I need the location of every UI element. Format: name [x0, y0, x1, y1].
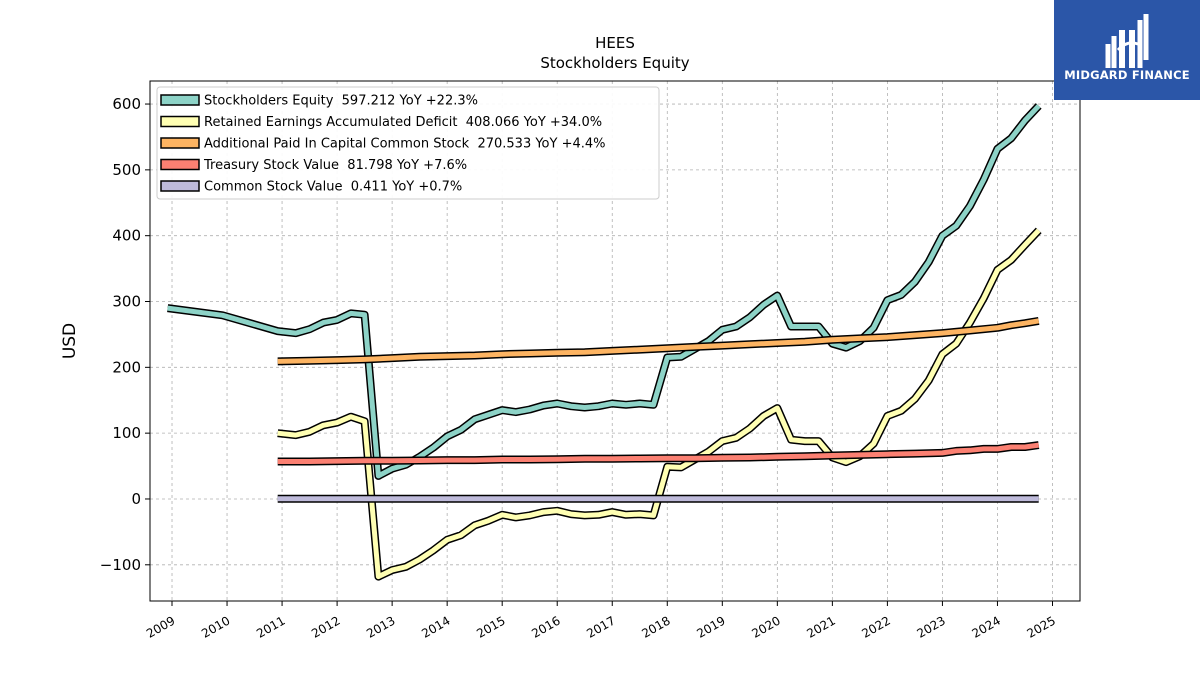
y-tick-label: 0	[131, 490, 141, 508]
legend-swatch-retained	[160, 115, 200, 128]
y-tick-label: −100	[100, 556, 141, 574]
legend-swatch-equity	[160, 94, 200, 106]
legend-swatch-common	[160, 180, 200, 192]
legend-swatch-treasury	[160, 158, 200, 171]
y-tick-label: 500	[112, 161, 141, 179]
series-line-treasury	[277, 442, 1040, 464]
legend-box	[156, 86, 660, 200]
chart-title: HEES	[595, 34, 635, 52]
legend-label-retained: Retained Earnings Accumulated Deficit 40…	[204, 115, 602, 130]
legend-label-common: Common Stock Value 0.411 YoY +0.7%	[204, 180, 462, 195]
y-tick-label: 200	[112, 358, 141, 376]
logo-brand-text: MIDGARD FINANCE	[1064, 68, 1190, 82]
series-line-apic	[277, 318, 1040, 364]
midgard-finance-logo: MIDGARD FINANCE	[1054, 0, 1200, 100]
legend-swatch-apic	[160, 137, 200, 149]
legend-label-apic: Additional Paid In Capital Common Stock …	[204, 137, 606, 152]
series-layer	[167, 103, 1042, 581]
y-tick-label: 400	[112, 227, 141, 245]
legend-label-equity: Stockholders Equity 597.212 YoY +22.3%	[204, 94, 478, 109]
y-tick-label: 100	[112, 424, 141, 442]
legend: Stockholders Equity 597.212 YoY +22.3% Re…	[156, 86, 660, 200]
series-line-equity	[167, 104, 1041, 479]
y-tick-label: 600	[112, 95, 141, 113]
logo-icon	[1105, 14, 1149, 68]
series-line-retained	[277, 228, 1041, 580]
plot-frame	[149, 80, 1081, 602]
y-tick-label: 300	[112, 293, 141, 311]
legend-label-treasury: Treasury Stock Value 81.798 YoY +7.6%	[203, 158, 467, 173]
chart-subtitle: Stockholders Equity	[540, 54, 689, 72]
y-axis-label: USD	[60, 323, 80, 359]
